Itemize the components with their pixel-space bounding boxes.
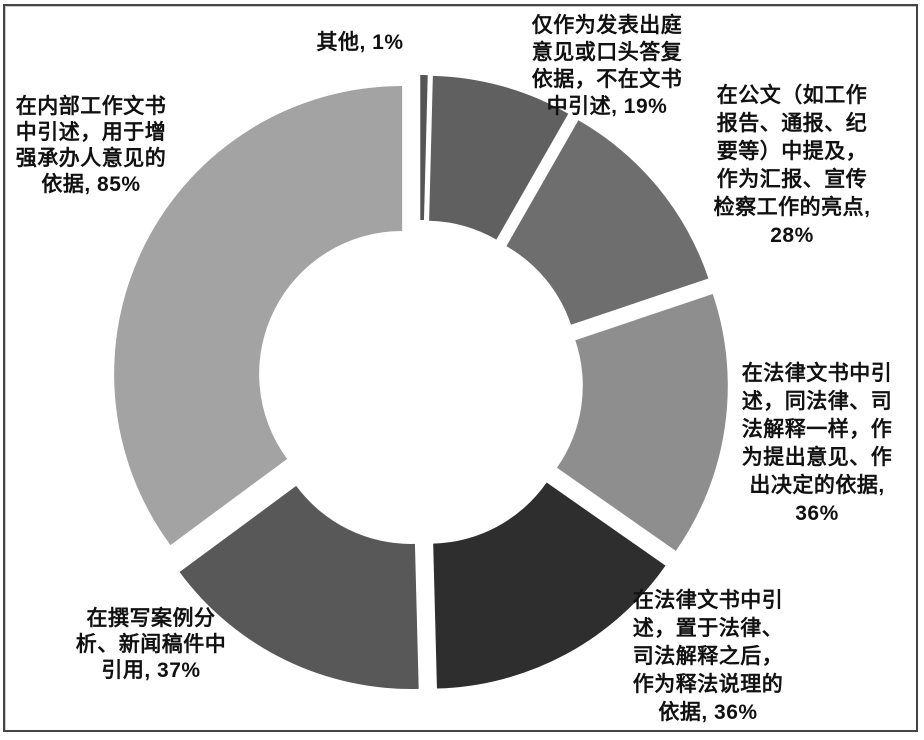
pie-slice-3 — [506, 120, 709, 325]
pie-slice-6 — [179, 485, 419, 689]
slice-label-internal-documents-85: 在内部工作文书 中引述，用于增 强承办人意见的 依据, 85% — [15, 95, 167, 196]
pie-slice-7 — [114, 85, 403, 546]
pie-slice-4 — [556, 294, 728, 551]
slice-label-other: 其他, 1% — [316, 31, 404, 54]
pie-slice-5 — [433, 482, 666, 689]
slice-label-case-analysis-news-37: 在撰写案例分 析、新闻稿件中 引用, 37% — [75, 607, 227, 682]
slice-label-legal-docs-after-law-36: 在法律文书中引 述，置于法律、 司法解释之后， 作为释法说理的 依据, 36% — [632, 589, 784, 724]
slice-label-official-documents-28: 在公文（如工作 报告、通报、纪 要等）中提及， 作为汇报、宣传 检察工作的亮点,… — [713, 84, 871, 247]
slice-label-legal-docs-same-as-law-36: 在法律文书中引 述，同法律、司 法解释一样，作 为提出意见、作 出决定的依据, … — [741, 362, 893, 525]
pie-slice-1 — [420, 75, 428, 221]
pie-slice-2 — [429, 75, 569, 240]
slice-label-court-opinion-19: 仅作为发表出庭 意见或口头答复 依据，不在文书 中引述, 19% — [531, 14, 683, 118]
